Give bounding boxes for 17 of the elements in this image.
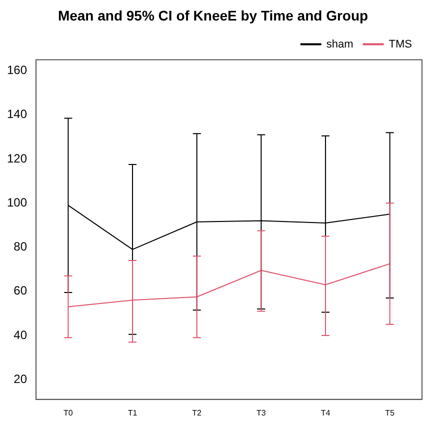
legend-label: sham [326,38,354,50]
x-tick-label: T5 [385,408,396,418]
y-tick-label: 120 [6,151,28,166]
x-tick-label: T2 [192,408,202,418]
x-tick-label: T4 [320,408,331,418]
y-tick-label: 80 [14,240,28,254]
y-tick-label: 40 [14,328,28,342]
y-tick-label: 100 [6,195,28,210]
x-tick-label: T3 [256,408,266,418]
y-tick-label: 60 [14,284,28,298]
chart-title: Mean and 95% CI of KneeE by Time and Group [58,7,368,24]
y-tick-label: 160 [6,63,28,78]
x-tick-label: T1 [128,408,138,418]
y-tick-label: 140 [6,107,28,122]
x-tick-label: T0 [64,408,74,418]
y-tick-label: 20 [14,372,28,386]
legend-label: TMS [388,38,412,50]
